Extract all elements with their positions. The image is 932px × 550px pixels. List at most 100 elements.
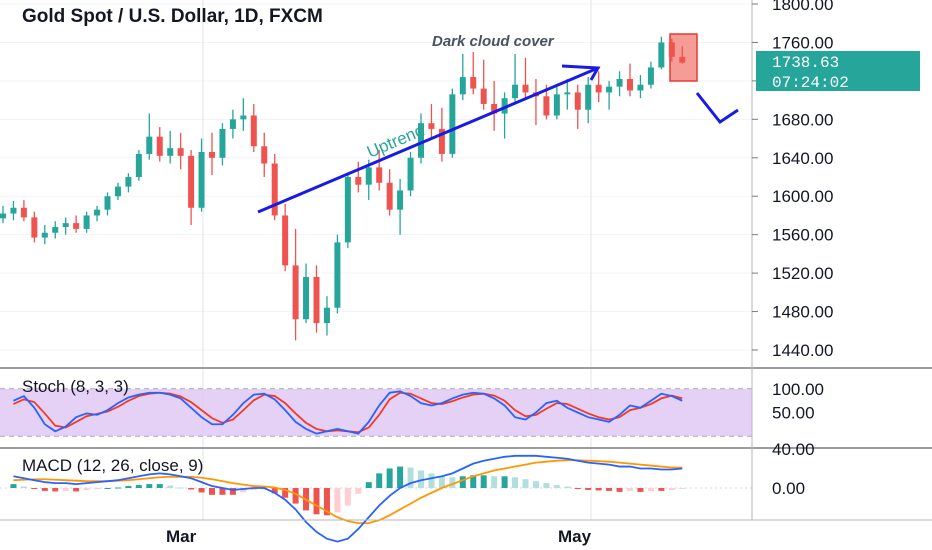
candle	[10, 201, 17, 221]
price-tick-label: 1600.00	[772, 187, 833, 206]
macd-histogram-bar	[62, 488, 69, 491]
candle-body	[459, 77, 466, 95]
candle-body	[491, 103, 498, 114]
price-tick-label: 1680.00	[772, 110, 833, 129]
macd-histogram-bar	[240, 488, 247, 493]
macd-histogram-bar	[616, 488, 623, 492]
macd-histogram-bar	[438, 476, 445, 488]
macd-histogram-bar	[334, 488, 341, 513]
candle	[240, 98, 247, 131]
candle	[114, 182, 121, 201]
candle-body	[647, 67, 654, 85]
candle	[428, 103, 435, 139]
macd-histogram-bar	[668, 488, 675, 490]
candle	[250, 103, 257, 153]
candle	[637, 75, 644, 99]
candle-body	[449, 94, 456, 154]
macd-histogram-bar	[177, 487, 184, 489]
candle-body	[470, 77, 477, 89]
candle-body	[313, 276, 320, 324]
macd-histogram-bar	[522, 479, 529, 488]
candle-body	[355, 177, 362, 185]
macd-histogram-bar	[679, 488, 686, 489]
macd-histogram-bar	[365, 482, 372, 488]
candle	[418, 113, 424, 164]
macd-histogram-bar	[188, 488, 195, 490]
macd-histogram-bar	[344, 488, 351, 506]
candle-body	[522, 84, 529, 93]
last-price-box	[756, 51, 920, 72]
candle-body	[94, 209, 101, 216]
candle	[83, 211, 90, 233]
price-tick-label: 1760.00	[772, 33, 833, 52]
candle	[585, 77, 592, 124]
candle	[386, 169, 393, 216]
candle	[491, 80, 498, 131]
x-label-mar: Mar	[166, 527, 197, 546]
uptrend-arrow-head	[561, 64, 601, 81]
candle-body	[344, 177, 351, 243]
candle	[595, 71, 602, 103]
macd-histogram-bar	[512, 477, 519, 488]
candle	[188, 150, 195, 226]
candle-body	[229, 119, 236, 129]
candle	[209, 132, 215, 176]
macd-histogram-bar	[271, 488, 278, 494]
macd-histogram-bar	[125, 486, 132, 488]
candle	[146, 113, 153, 160]
candle-body	[52, 226, 59, 233]
macd-histogram-bar	[480, 475, 487, 488]
candle-body	[146, 136, 153, 154]
macd-tick-label: 0.00	[772, 479, 805, 498]
price-tick-label: 1440.00	[772, 341, 833, 360]
macd-histogram-bar	[94, 488, 101, 489]
candle	[20, 200, 27, 222]
candle	[459, 53, 466, 101]
candle-body	[564, 92, 571, 95]
price-tick-label: 1480.00	[772, 303, 833, 322]
candle-body	[156, 136, 163, 156]
macd-histogram-bar	[219, 488, 226, 495]
macd-histogram-bar	[41, 488, 48, 491]
candle	[156, 127, 163, 162]
candle	[104, 192, 111, 216]
candle-body	[376, 167, 383, 183]
macd-histogram-bar	[418, 470, 424, 488]
candle	[135, 150, 142, 181]
price-tick-label: 1800.00	[772, 0, 833, 14]
candle-body	[334, 242, 341, 308]
down-arrow[interactable]	[695, 92, 739, 125]
candle	[41, 225, 48, 245]
candle-body	[303, 276, 310, 320]
macd-histogram-bar	[407, 467, 414, 488]
candle-body	[658, 42, 665, 68]
candle-body	[83, 215, 90, 229]
candle	[177, 132, 184, 170]
stoch-tick-label: 50.00	[772, 404, 815, 423]
candle	[480, 59, 487, 110]
candle	[261, 132, 268, 177]
macd-histogram-bar	[156, 484, 163, 488]
candle	[167, 130, 174, 164]
macd-histogram-bar	[449, 477, 456, 488]
countdown-text: 07:24:02	[772, 74, 849, 92]
stoch-label: Stoch (8, 3, 3)	[22, 377, 129, 396]
candle	[229, 109, 236, 139]
dark-cloud-cover-highlight[interactable]	[669, 33, 698, 82]
candle-body	[512, 84, 519, 99]
candle	[31, 211, 38, 243]
macd-histogram-bar	[104, 488, 111, 489]
uptrend-line[interactable]	[257, 66, 599, 214]
candle-body	[365, 167, 372, 185]
grid-layer	[0, 0, 752, 520]
macd-histogram-bar	[647, 488, 654, 491]
macd-histogram-bar	[167, 485, 174, 488]
candle-body	[637, 84, 644, 91]
candle-body	[627, 78, 633, 91]
candle-body	[167, 148, 174, 156]
candle-body	[10, 207, 17, 214]
candle	[449, 88, 456, 158]
macd-histogram-bar	[658, 488, 665, 491]
macd-label: MACD (12, 26, close, 9)	[22, 456, 203, 475]
